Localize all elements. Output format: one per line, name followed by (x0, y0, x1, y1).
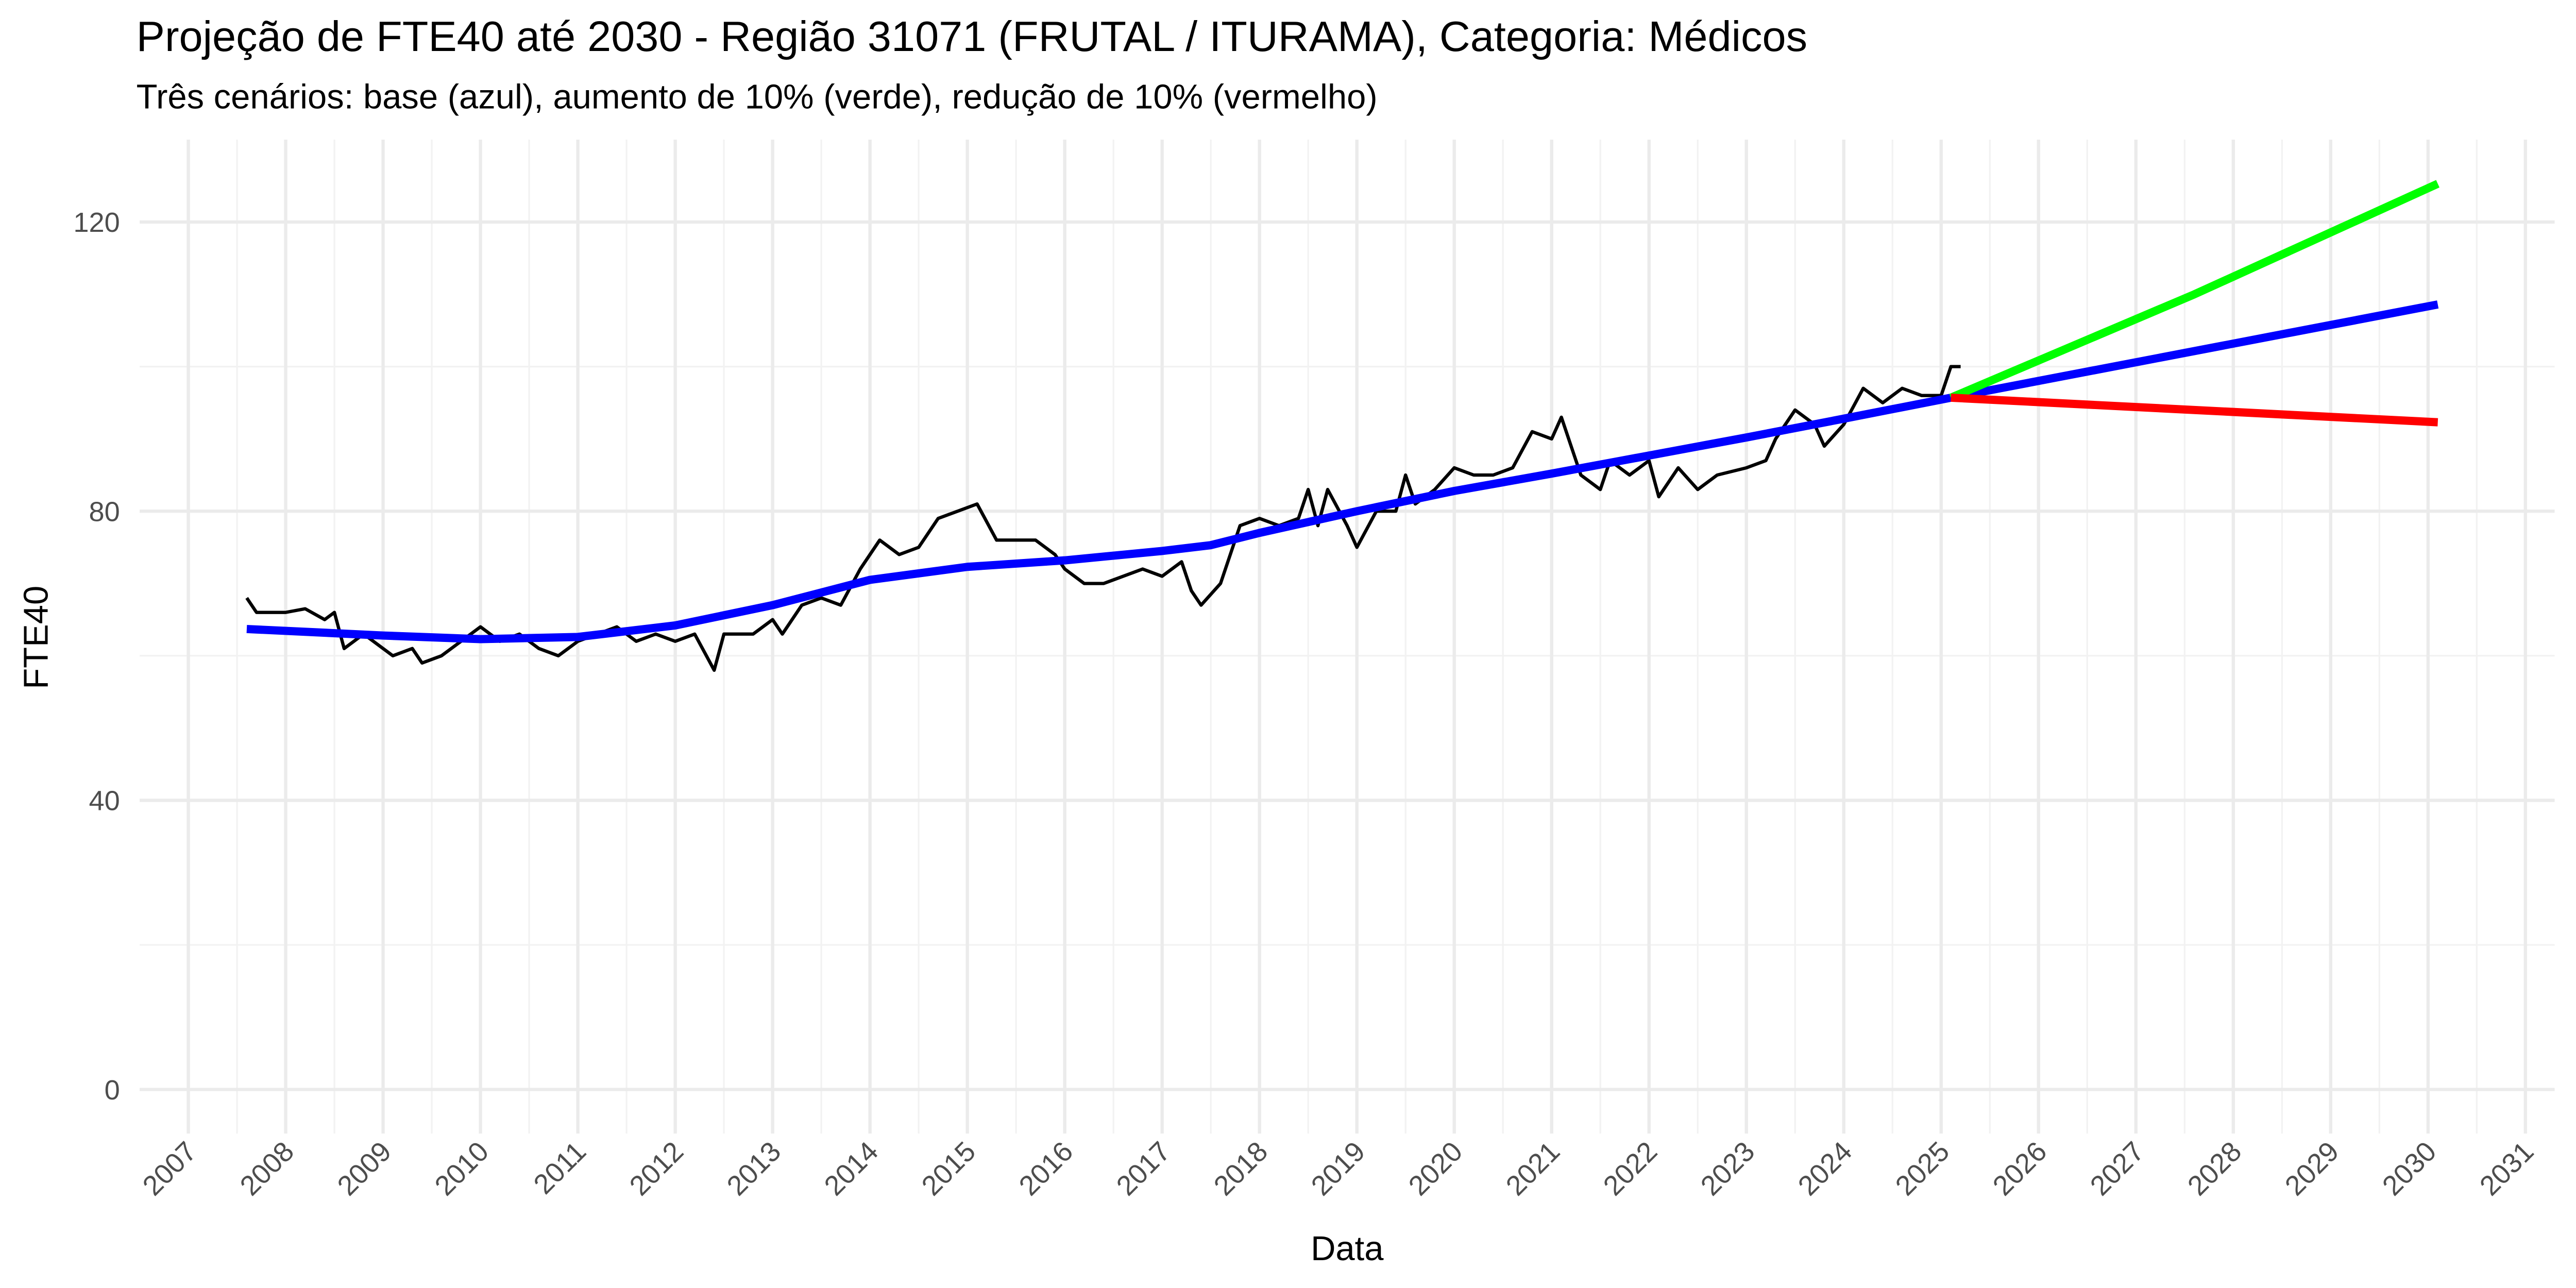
series-line (246, 300, 2439, 643)
x-axis-label: Data (1311, 1229, 1384, 1268)
series-line (1951, 393, 2438, 427)
plot-area (245, 180, 2440, 672)
y-tick-label: 80 (89, 496, 120, 527)
y-tick-label: 120 (73, 207, 120, 238)
series-line (1949, 180, 2440, 402)
y-tick-label: 40 (89, 786, 120, 817)
chart-title: Projeção de FTE40 até 2030 - Região 3107… (137, 12, 1807, 60)
y-axis-label: FTE40 (16, 586, 55, 689)
chart-subtitle: Três cenários: base (azul), aumento de 1… (137, 77, 1378, 116)
y-tick-label: 0 (105, 1075, 120, 1106)
